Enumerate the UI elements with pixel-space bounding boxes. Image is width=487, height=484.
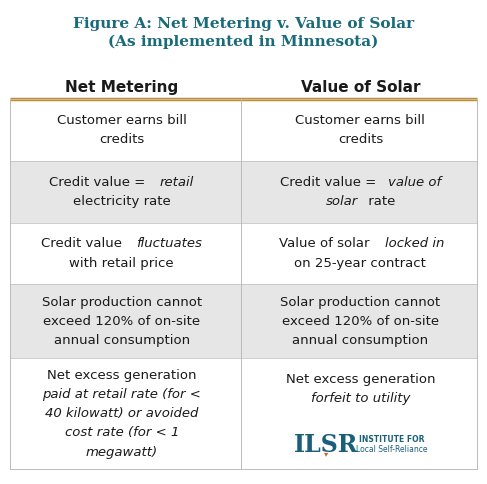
Text: retail: retail [159, 176, 193, 189]
Bar [10, 161, 477, 223]
Text: ILSR: ILSR [294, 433, 358, 457]
Text: electricity rate: electricity rate [73, 195, 170, 208]
Text: exceed 120% of on-site: exceed 120% of on-site [43, 315, 200, 328]
Text: Net Metering: Net Metering [65, 80, 178, 94]
Text: rate: rate [364, 195, 395, 208]
Text: locked in: locked in [385, 238, 445, 250]
Text: Credit value =: Credit value = [280, 176, 380, 189]
Text: 40 kilowatt) or avoided: 40 kilowatt) or avoided [45, 407, 198, 420]
Text: Customer earns bill: Customer earns bill [57, 114, 187, 127]
Text: Figure A: Net Metering v. Value of Solar: Figure A: Net Metering v. Value of Solar [73, 17, 414, 31]
Text: (As implemented in Minnesota): (As implemented in Minnesota) [108, 35, 379, 49]
Text: solar: solar [326, 195, 358, 208]
Text: Net excess generation: Net excess generation [286, 373, 435, 386]
Text: Credit value: Credit value [41, 238, 126, 250]
Text: value of: value of [388, 176, 441, 189]
Text: paid at retail rate (for <: paid at retail rate (for < [42, 388, 201, 401]
Text: ▾: ▾ [324, 449, 328, 458]
Text: Customer earns bill: Customer earns bill [296, 114, 425, 127]
Text: Value of Solar: Value of Solar [300, 80, 420, 94]
Text: megawatt): megawatt) [86, 445, 158, 458]
Text: fluctuates: fluctuates [136, 238, 202, 250]
Text: credits: credits [99, 133, 144, 146]
Text: Value of solar: Value of solar [279, 238, 374, 250]
Text: on 25-year contract: on 25-year contract [295, 257, 426, 270]
Text: exceed 120% of on-site: exceed 120% of on-site [282, 315, 439, 328]
Text: credits: credits [338, 133, 383, 146]
Text: cost rate (for < 1: cost rate (for < 1 [65, 426, 179, 439]
Text: Local Self-Reliance: Local Self-Reliance [356, 445, 428, 454]
Text: Solar production cannot: Solar production cannot [42, 296, 202, 308]
Text: annual consumption: annual consumption [54, 334, 190, 347]
Text: with retail price: with retail price [70, 257, 174, 270]
Text: Solar production cannot: Solar production cannot [281, 296, 440, 308]
Text: annual consumption: annual consumption [292, 334, 429, 347]
Text: INSTITUTE FOR: INSTITUTE FOR [359, 435, 425, 444]
Text: Net excess generation: Net excess generation [47, 369, 196, 382]
Bar [10, 284, 477, 358]
Text: forfeit to utility: forfeit to utility [311, 393, 410, 405]
Text: Credit value =: Credit value = [49, 176, 149, 189]
